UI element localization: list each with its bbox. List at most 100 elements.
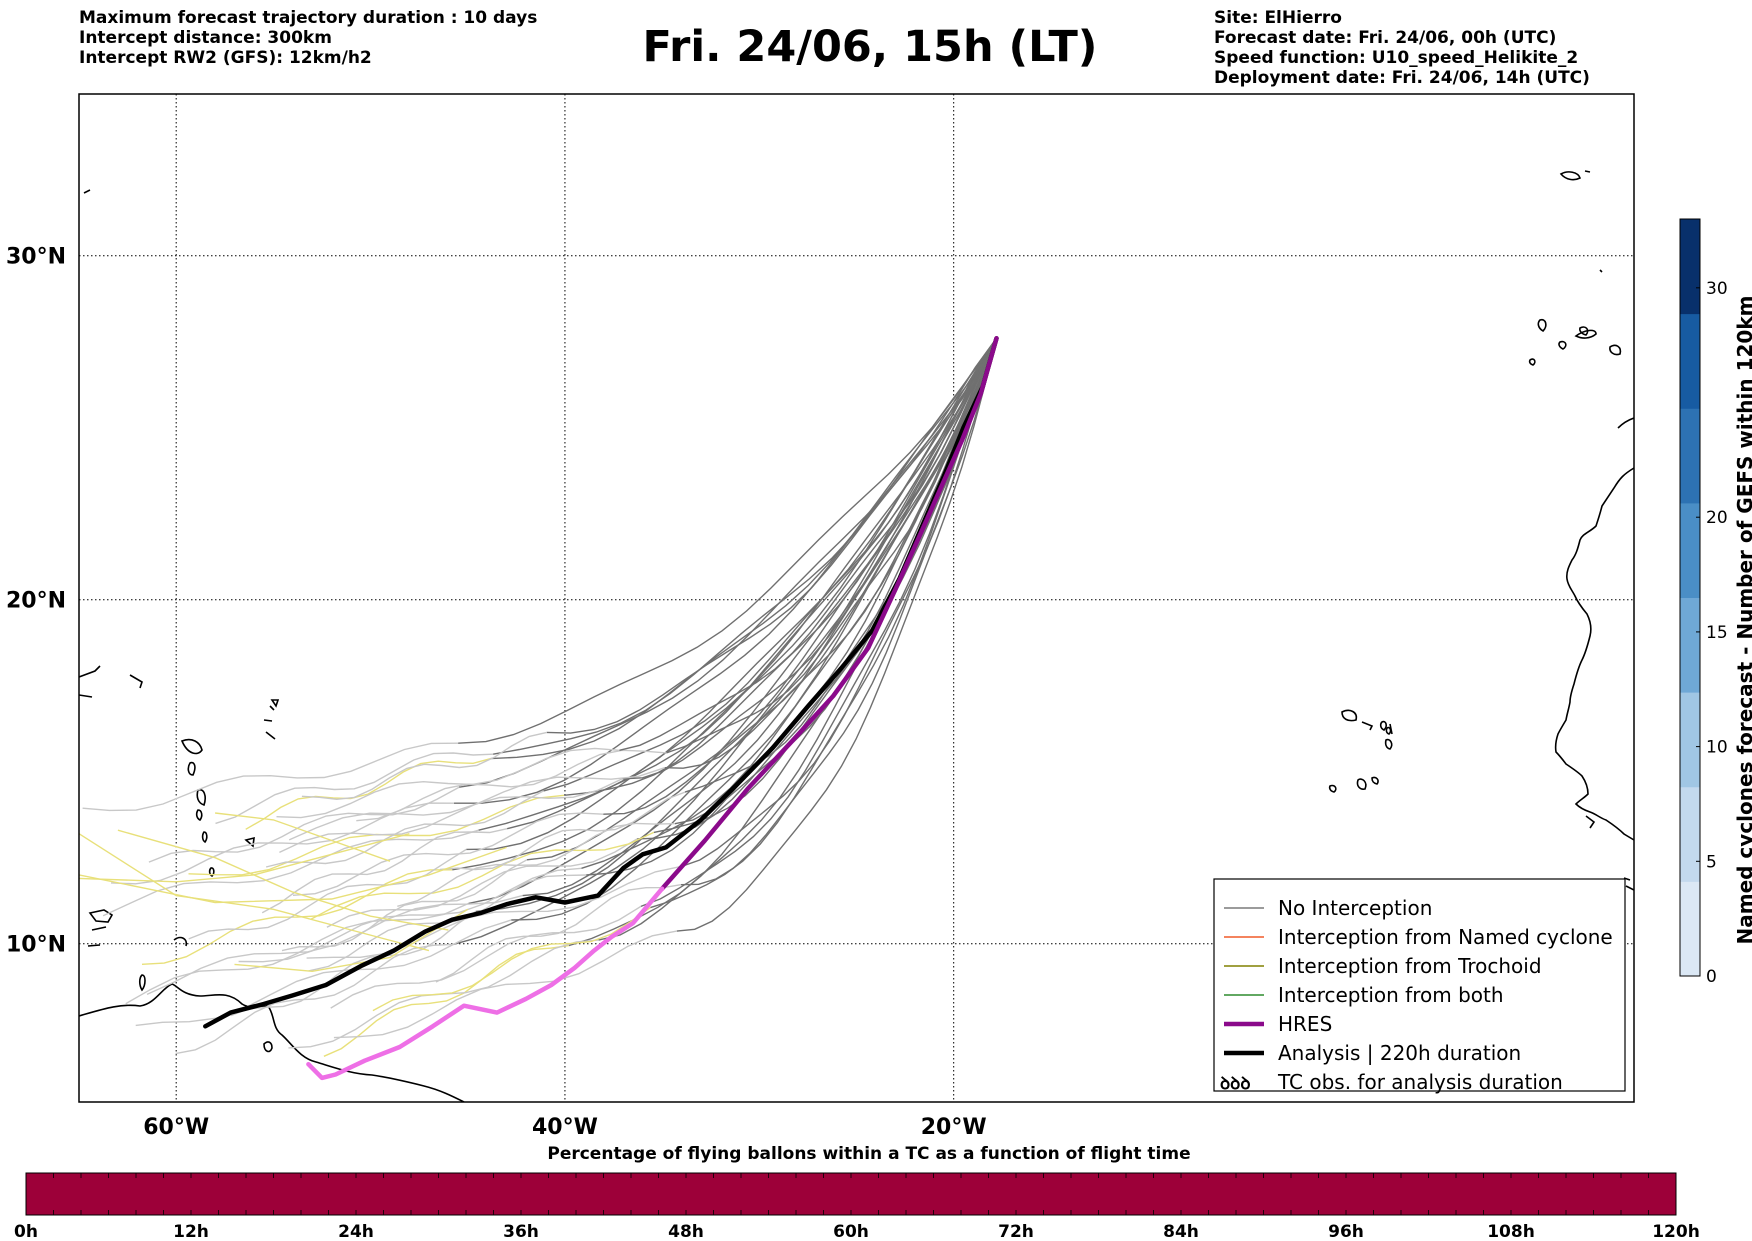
legend-label: Interception from both [1278, 983, 1504, 1007]
faded-trajectory [440, 791, 686, 871]
trochoid-trajectory [310, 831, 655, 920]
faded-trajectory [215, 752, 494, 825]
no-interception-trajectory [681, 338, 998, 867]
island-coast [187, 761, 196, 776]
no-interception-trajectory [478, 337, 998, 831]
africa-coast [1585, 815, 1596, 829]
island-coast [208, 867, 215, 878]
lon-tick-label: 60°W [143, 1115, 209, 1140]
lat-tick-label: 20°N [6, 589, 66, 614]
island-coast [201, 831, 208, 844]
no-interception-trajectory [622, 338, 998, 780]
canary-island-coast [1609, 344, 1622, 356]
graticule [79, 94, 1634, 1102]
intercept-distance-text: Intercept distance: 300km [79, 28, 332, 48]
timebar-tick-label: 24h [338, 1222, 374, 1241]
site-text: Site: ElHierro [1214, 8, 1342, 28]
no-interception-trajectory [492, 337, 998, 755]
timebar-tick-label: 108h [1487, 1222, 1535, 1241]
colorbar-label: Named cyclones forecast - Number of GEFS… [1733, 296, 1752, 945]
timebar-tick-label: 0h [14, 1222, 38, 1241]
no-interception-trajectory [666, 337, 998, 754]
faded-trajectory [238, 867, 582, 963]
colorbar-tick-label: 10 [1706, 738, 1728, 758]
island-coast [88, 909, 114, 923]
faded-trajectory [276, 747, 620, 819]
faded-trajectory [82, 742, 459, 812]
legend-label: Interception from Trochoid [1278, 954, 1542, 978]
lon-tick-label: 40°W [532, 1115, 598, 1140]
cape-verde-coast [1384, 738, 1393, 750]
faded-trajectory [265, 790, 544, 868]
forecast-info: Site: ElHierro Forecast date: Fri. 24/06… [1214, 8, 1590, 88]
island-coast [91, 926, 107, 931]
island-coast [173, 936, 188, 947]
no-interception-trajectory [453, 337, 998, 804]
timebar-tick-label: 48h [668, 1222, 704, 1241]
colorbar-frame [1679, 218, 1701, 977]
legend: No Interception Interception from Named c… [1213, 878, 1626, 1094]
colorbar-tick-label: 30 [1706, 279, 1728, 299]
no-interception-trajectory [468, 337, 998, 905]
faded-trajectory [146, 894, 523, 996]
faded-trajectory [333, 930, 677, 1039]
island-coast [263, 719, 273, 722]
no-interception-trajectory [458, 337, 998, 788]
colorbar-segment [1680, 786, 1700, 882]
colorbar-segment [1680, 408, 1700, 504]
island-coast [1584, 170, 1591, 173]
faded-trajectory [292, 812, 604, 896]
faded-trajectory [326, 838, 638, 928]
timebar-tick-label: 72h [998, 1222, 1034, 1241]
africa-coast [1617, 417, 1634, 429]
no-interception-trajectory [475, 338, 998, 913]
lat-tick-label: 30°N [6, 245, 66, 270]
lon-tick-label: 20°W [921, 1115, 987, 1140]
africa-coast [1623, 877, 1631, 881]
trochoid-trajectory [79, 833, 430, 952]
no-interception-trajectory [581, 338, 998, 869]
canary-island-coast [1574, 329, 1597, 339]
trochoid-trajectory [79, 846, 507, 904]
timebar-tick-label: 96h [1328, 1222, 1364, 1241]
max-duration-text: Maximum forecast trajectory duration : 1… [79, 8, 538, 28]
island-coast [79, 665, 101, 678]
cape-verde-coast [1361, 721, 1374, 731]
timebar-tick-label: 84h [1163, 1222, 1199, 1241]
legend-label: TC obs. for analysis duration [1277, 1070, 1563, 1094]
legend-label: Analysis | 220h duration [1278, 1041, 1521, 1065]
colorbar-tick-label: 0 [1706, 967, 1717, 987]
timebar-tick-label: 36h [503, 1222, 539, 1241]
no-interception-trajectory [664, 338, 998, 769]
trajectory-settings: Maximum forecast trajectory duration : 1… [79, 8, 537, 68]
map-frame [78, 93, 1635, 1103]
island-coast [195, 809, 203, 822]
no-interception-trajectory [564, 338, 998, 796]
faded-trajectory [301, 731, 547, 801]
main-trajectories [203, 336, 999, 1081]
island-coast [263, 1041, 273, 1053]
trochoid-trajectory [245, 757, 491, 830]
cape-verde-coast [1341, 709, 1358, 722]
timebar-tick-label: 12h [173, 1222, 209, 1241]
page-title: Fri. 24/06, 15h (LT) [642, 22, 1098, 72]
trochoid-trajectory [117, 829, 449, 931]
timebar-tick-label: 60h [833, 1222, 869, 1241]
no-interception-trajectory [619, 337, 998, 751]
faded-trajectory [279, 778, 623, 854]
madeira-coast [1559, 171, 1581, 181]
el-hierro-coast [1528, 358, 1536, 366]
legend-box [1213, 878, 1626, 1092]
island-coast [129, 674, 143, 689]
colorbar-tick-label: 15 [1706, 623, 1728, 643]
canary-island-coast [1558, 340, 1567, 350]
island-coast [1599, 269, 1603, 273]
timebar-fill [25, 1172, 1677, 1216]
island-coast [79, 694, 93, 698]
island-coast [196, 788, 206, 807]
deployment-date-text: Deployment date: Fri. 24/06, 14h (UTC) [1214, 68, 1590, 88]
faded-trajectory [148, 786, 460, 863]
trochoid-trajectory [234, 908, 469, 973]
cyclone-colorbar: 0 5 10 15 20 30 [1679, 218, 1728, 987]
faded-trajectory [330, 905, 642, 1009]
